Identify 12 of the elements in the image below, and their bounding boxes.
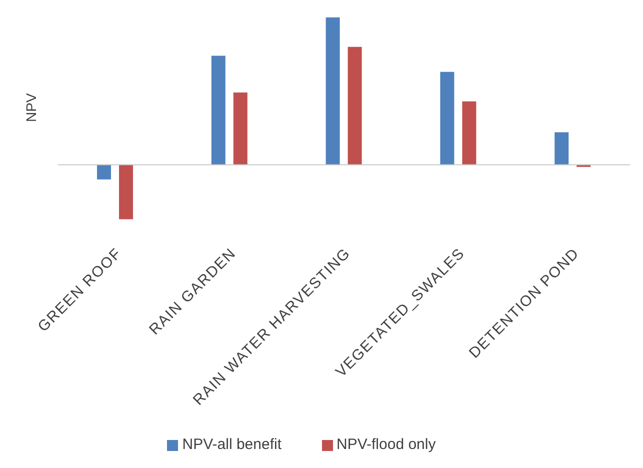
legend-label: NPV-flood only (336, 436, 436, 453)
bar (348, 46, 362, 165)
bar (440, 72, 454, 165)
bar (462, 101, 476, 165)
bar (211, 56, 226, 165)
y-axis-title: NPV (22, 92, 39, 122)
legend-label: NPV-all benefit (182, 436, 282, 453)
bar (554, 132, 569, 165)
bar (326, 17, 340, 165)
bar (97, 164, 111, 180)
bar (119, 164, 133, 220)
bar (233, 92, 248, 165)
